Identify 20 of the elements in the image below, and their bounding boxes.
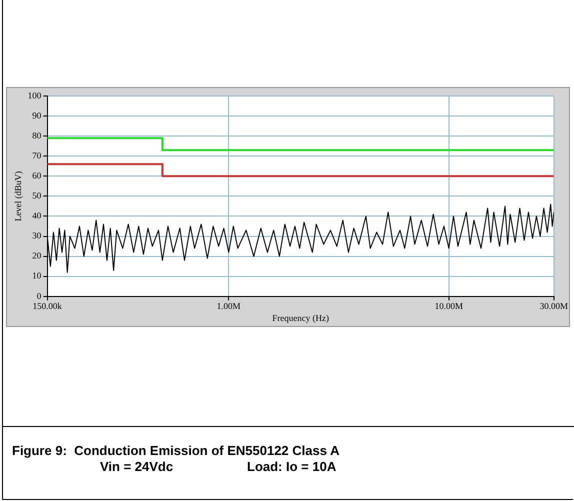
x-axis-title: Frequency (Hz) xyxy=(272,312,329,323)
y-tick-label: 20 xyxy=(32,250,42,261)
x-tick-label: 150.00k xyxy=(32,301,62,312)
x-tick-label: 10.00M xyxy=(434,301,463,312)
text: Load: Io = 10A xyxy=(247,459,336,474)
y-tick-label: 90 xyxy=(32,110,42,120)
y-tick-label: 100 xyxy=(28,90,42,100)
text: Figure 9: Conduction Emission of EN550122 Class A xyxy=(12,443,340,458)
y-tick-label: 50 xyxy=(32,190,42,201)
x-tick-label: 1.00M xyxy=(216,301,241,312)
y-axis-title: Level (dBuV) xyxy=(12,171,23,222)
y-tick-label: 40 xyxy=(32,210,42,221)
y-tick-label: 0 xyxy=(36,290,42,301)
y-tick-label: 10 xyxy=(32,270,42,281)
text: Vin = 24Vdc xyxy=(100,459,174,474)
x-tick-label: 30.00M xyxy=(540,301,568,312)
y-tick-label: 60 xyxy=(32,170,42,181)
y-tick-label: 80 xyxy=(32,130,42,140)
y-tick-label: 30 xyxy=(32,230,42,241)
y-tick-label: 70 xyxy=(32,150,42,160)
